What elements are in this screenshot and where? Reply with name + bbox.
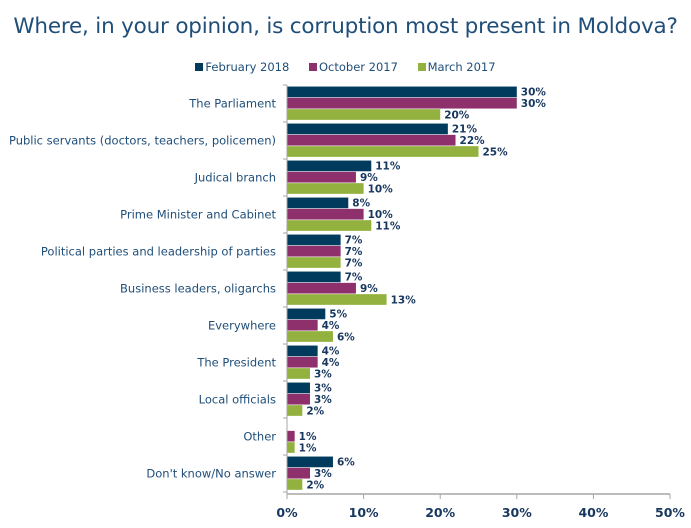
value-label-political-parties-and-leadership-of-parties-march-2017: 7% (345, 257, 363, 269)
value-label-prime-minister-and-cabinet-february-2018: 8% (352, 198, 370, 210)
value-label-the-president-february-2018: 4% (322, 346, 340, 358)
value-label-political-parties-and-leadership-of-parties-october-2017: 7% (345, 246, 363, 258)
legend-label: February 2018 (205, 60, 290, 74)
bar-local-officials-february-2018 (287, 382, 310, 394)
bar-don-t-know-no-answer-february-2018 (287, 456, 333, 468)
value-label-business-leaders-oligarchs-february-2018: 7% (345, 272, 363, 284)
category-label-prime-minister-and-cabinet: Prime Minister and Cabinet (120, 208, 276, 222)
bar-judical-branch-february-2018 (287, 160, 372, 172)
value-label-other-october-2017: 1% (299, 431, 317, 443)
value-label-the-parliament-october-2017: 30% (521, 98, 547, 110)
bar-the-parliament-march-2017 (287, 109, 441, 120)
category-label-political-parties-and-leadership-of-parties: Political parties and leadership of part… (41, 245, 276, 259)
bar-the-president-march-2017 (287, 368, 310, 379)
category-label-local-officials: Local officials (199, 393, 276, 407)
category-label-the-president: The President (196, 356, 276, 370)
bar-prime-minister-and-cabinet-february-2018 (287, 197, 349, 209)
category-label-other: Other (243, 430, 276, 444)
legend-swatch-october-2017 (308, 63, 317, 71)
category-label-public-servants-doctors-teachers-policemen: Public servants (doctors, teachers, poli… (9, 134, 276, 148)
bar-prime-minister-and-cabinet-march-2017 (287, 220, 372, 231)
value-label-don-t-know-no-answer-february-2018: 6% (337, 457, 355, 469)
legend-item-february-2018: February 2018 (195, 60, 289, 74)
bar-political-parties-and-leadership-of-parties-october-2017 (287, 245, 341, 257)
bar-everywhere-october-2017 (287, 319, 318, 331)
value-label-judical-branch-march-2017: 10% (368, 183, 394, 195)
bar-local-officials-march-2017 (287, 405, 303, 416)
value-label-everywhere-february-2018: 5% (329, 309, 347, 321)
bar-political-parties-and-leadership-of-parties-march-2017 (287, 257, 341, 268)
value-label-everywhere-october-2017: 4% (322, 320, 340, 332)
value-label-prime-minister-and-cabinet-october-2017: 10% (368, 209, 394, 221)
x-tick-label-50: 50% (655, 505, 685, 520)
value-label-prime-minister-and-cabinet-march-2017: 11% (375, 220, 401, 232)
legend-label: October 2017 (318, 60, 398, 74)
category-label-don-t-know-no-answer: Don't know/No answer (146, 467, 276, 481)
legend-item-october-2017: October 2017 (308, 60, 398, 74)
bar-public-servants-doctors-teachers-policemen-october-2017 (287, 134, 456, 146)
value-label-public-servants-doctors-teachers-policemen-march-2017: 25% (483, 146, 509, 158)
value-label-local-officials-february-2018: 3% (314, 383, 332, 395)
x-tick-label-40: 40% (578, 505, 608, 520)
bar-public-servants-doctors-teachers-policemen-february-2018 (287, 123, 448, 135)
value-label-don-t-know-no-answer-march-2017: 2% (306, 479, 324, 491)
bar-the-president-february-2018 (287, 345, 318, 357)
category-label-business-leaders-oligarchs: Business leaders, oligarchs (120, 282, 276, 296)
value-label-public-servants-doctors-teachers-policemen-february-2018: 21% (452, 124, 478, 136)
x-tick-label-0: 0% (276, 505, 298, 520)
value-label-political-parties-and-leadership-of-parties-february-2018: 7% (345, 235, 363, 247)
bar-the-parliament-october-2017 (287, 97, 517, 109)
value-label-don-t-know-no-answer-october-2017: 3% (314, 468, 332, 480)
value-label-the-parliament-march-2017: 20% (444, 109, 470, 121)
bar-other-march-2017 (287, 442, 295, 453)
bar-everywhere-march-2017 (287, 331, 333, 342)
legend: February 2018 October 2017 March 2017 (0, 60, 691, 74)
legend-label: March 2017 (427, 60, 496, 74)
category-label-judical-branch: Judical branch (194, 171, 276, 185)
x-tick-label-20: 20% (425, 505, 455, 520)
bar-the-parliament-february-2018 (287, 86, 517, 98)
bar-don-t-know-no-answer-march-2017 (287, 479, 303, 490)
bar-business-leaders-oligarchs-october-2017 (287, 282, 356, 294)
legend-item-march-2017: March 2017 (417, 60, 496, 74)
bar-the-president-october-2017 (287, 356, 318, 368)
value-label-judical-branch-february-2018: 11% (375, 161, 401, 173)
value-label-other-march-2017: 1% (299, 442, 317, 454)
value-label-judical-branch-october-2017: 9% (360, 172, 378, 184)
legend-swatch-march-2017 (417, 63, 426, 71)
value-label-the-president-march-2017: 3% (314, 368, 332, 380)
bar-public-servants-doctors-teachers-policemen-march-2017 (287, 146, 479, 157)
value-label-local-officials-october-2017: 3% (314, 394, 332, 406)
category-label-the-parliament: The Parliament (188, 97, 276, 111)
category-label-everywhere: Everywhere (208, 319, 276, 333)
legend-swatch-february-2018 (195, 63, 204, 71)
bar-business-leaders-oligarchs-march-2017 (287, 294, 387, 305)
value-label-the-president-october-2017: 4% (322, 357, 340, 369)
chart-title: Where, in your opinion, is corruption mo… (13, 14, 678, 39)
value-label-the-parliament-february-2018: 30% (521, 87, 547, 99)
value-label-public-servants-doctors-teachers-policemen-october-2017: 22% (460, 135, 486, 147)
bar-local-officials-october-2017 (287, 393, 310, 405)
x-tick-label-30: 30% (502, 505, 532, 520)
bar-judical-branch-march-2017 (287, 183, 364, 194)
bar-judical-branch-october-2017 (287, 171, 356, 183)
value-label-local-officials-march-2017: 2% (306, 405, 324, 417)
bar-don-t-know-no-answer-october-2017 (287, 467, 310, 479)
value-label-everywhere-march-2017: 6% (337, 331, 355, 343)
bar-other-october-2017 (287, 430, 295, 442)
value-label-business-leaders-oligarchs-october-2017: 9% (360, 283, 378, 295)
bar-business-leaders-oligarchs-february-2018 (287, 271, 341, 283)
bar-everywhere-february-2018 (287, 308, 326, 320)
bar-political-parties-and-leadership-of-parties-february-2018 (287, 234, 341, 246)
value-label-business-leaders-oligarchs-march-2017: 13% (391, 294, 417, 306)
bar-prime-minister-and-cabinet-october-2017 (287, 208, 364, 220)
x-tick-label-10: 10% (349, 505, 379, 520)
